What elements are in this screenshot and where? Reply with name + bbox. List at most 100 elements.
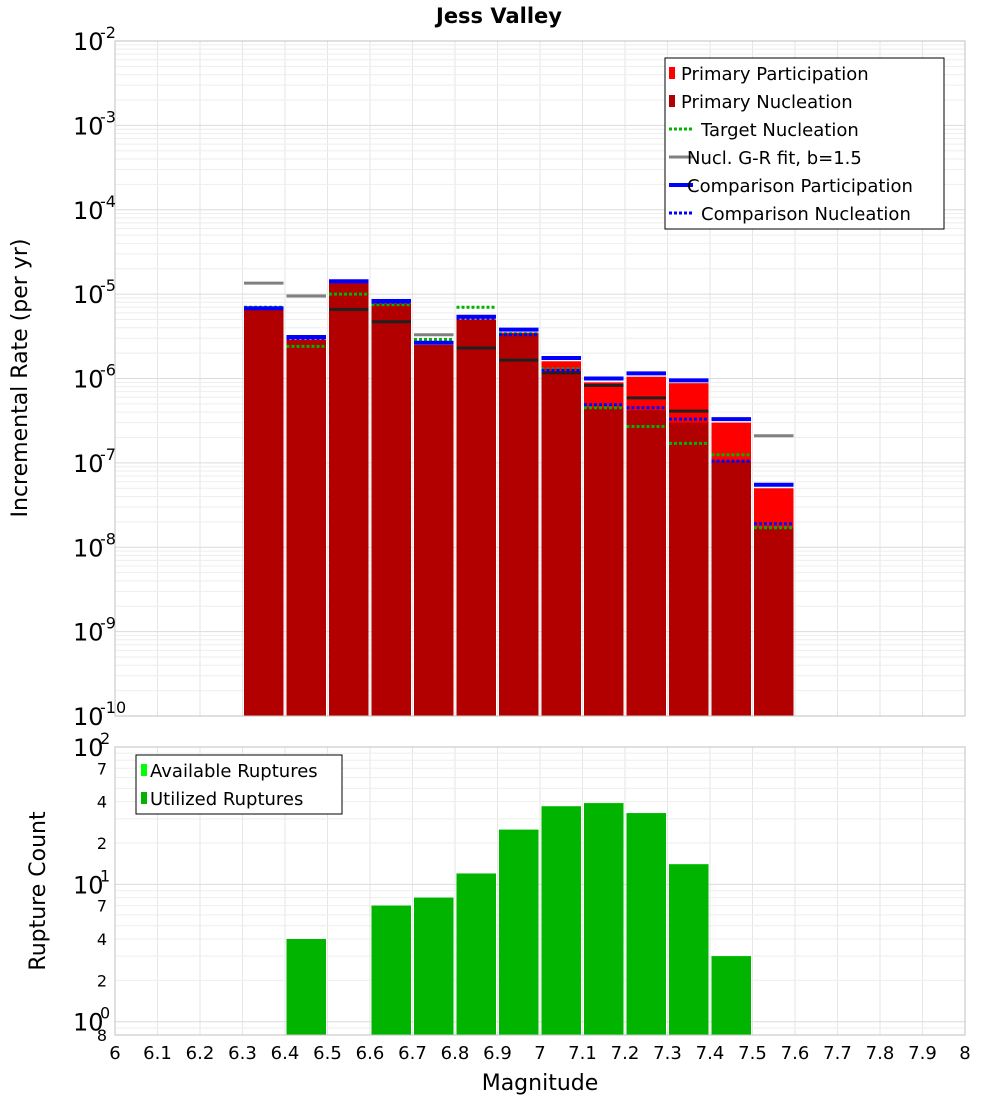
bar-utilized-ruptures xyxy=(286,939,326,1035)
y-tick-exponent: 1 xyxy=(100,866,110,885)
bar-primary-nucleation xyxy=(371,303,411,716)
top-plot-frame xyxy=(114,40,966,717)
bar-primary-nucleation xyxy=(329,283,369,716)
y-tick-exponent: -10 xyxy=(100,698,126,717)
y-tick-exponent: -3 xyxy=(100,107,116,126)
y-tick-exponent: -8 xyxy=(100,529,116,548)
x-tick-label: 6.6 xyxy=(356,1043,385,1064)
x-tick-label: 7.2 xyxy=(611,1043,640,1064)
x-tick-label: 6.5 xyxy=(313,1043,342,1064)
y-tick-exponent: -6 xyxy=(100,361,116,380)
y-tick-exponent: 0 xyxy=(100,1004,110,1023)
y-tick-label: 10 xyxy=(73,450,104,478)
bar-utilized-ruptures xyxy=(371,905,411,1035)
x-tick-label: 7.3 xyxy=(653,1043,682,1064)
bar-primary-nucleation xyxy=(414,344,454,716)
bottom-legend-box xyxy=(135,754,343,815)
bar-utilized-ruptures xyxy=(584,803,624,1035)
bar-utilized-ruptures xyxy=(626,813,666,1035)
x-axis-label: Magnitude xyxy=(482,1071,599,1096)
y-tick-exponent: -9 xyxy=(100,614,116,633)
legend-label: Comparison Participation xyxy=(687,176,913,197)
legend-swatch-primary-participation xyxy=(669,67,675,79)
x-tick-label: 7.6 xyxy=(781,1043,810,1064)
y-tick-label: 10 xyxy=(73,871,104,899)
y-tick-label: 10 xyxy=(73,1009,104,1037)
y-tick-label: 10 xyxy=(73,534,104,562)
x-tick-label: 6 xyxy=(109,1043,120,1064)
legend-swatch-primary-nucleation xyxy=(669,95,675,107)
legend-swatch-available-ruptures xyxy=(141,764,147,776)
y-tick-label: 2 xyxy=(97,971,107,990)
chart-title: Jess Valley xyxy=(434,4,562,28)
y-tick-exponent: -4 xyxy=(100,192,116,211)
bottom-plot-frame xyxy=(114,746,966,1036)
top-y-tick-labels: 10-210-310-410-510-610-710-810-910-10 xyxy=(73,23,126,731)
x-tick-label: 6.9 xyxy=(483,1043,512,1064)
bottom-bars xyxy=(286,803,751,1035)
bar-utilized-ruptures xyxy=(541,806,581,1035)
x-tick-label: 7.8 xyxy=(866,1043,895,1064)
bar-utilized-ruptures xyxy=(499,829,539,1035)
y-tick-label: 2 xyxy=(97,834,107,853)
y-tick-label: 10 xyxy=(73,28,104,56)
y-tick-exponent: -2 xyxy=(100,23,116,42)
y-tick-label: 10 xyxy=(73,734,104,762)
x-tick-label: 7.9 xyxy=(908,1043,937,1064)
y-tick-exponent: 2 xyxy=(100,729,110,748)
top-rate-lines xyxy=(244,279,794,530)
y-tick-label: 7 xyxy=(97,897,107,916)
x-tick-label: 6.7 xyxy=(398,1043,427,1064)
legend-label: Primary Participation xyxy=(681,64,869,85)
top-legend-box xyxy=(664,57,945,230)
x-tick-label: 6.4 xyxy=(271,1043,300,1064)
bar-primary-nucleation xyxy=(711,461,751,716)
bar-primary-nucleation xyxy=(286,339,326,716)
bar-primary-nucleation xyxy=(499,333,539,716)
legend-swatch-utilized-ruptures xyxy=(141,792,147,804)
legend-label: Comparison Nucleation xyxy=(701,204,911,225)
y-tick-label: 10 xyxy=(73,619,104,647)
y-tick-label: 4 xyxy=(97,930,107,949)
top-legend: Primary Participation Primary Nucleation T… xyxy=(664,57,945,230)
y-tick-label: 7 xyxy=(97,759,107,778)
bar-primary-nucleation xyxy=(669,422,709,716)
x-tick-label: 7.1 xyxy=(568,1043,597,1064)
x-tick-label: 7.5 xyxy=(738,1043,767,1064)
x-tick-labels: 6 6.1 6.2 6.3 6.4 6.5 6.6 6.7 6.8 6.9 7 7.1 7.2 7.3 7.… xyxy=(109,1043,970,1064)
bar-utilized-ruptures xyxy=(669,864,709,1035)
bottom-y-axis-label: Rupture Count xyxy=(26,811,51,971)
bottom-legend: Available Ruptures Utilized Ruptures xyxy=(135,754,343,815)
legend-label: Utilized Ruptures xyxy=(150,789,303,810)
top-bars xyxy=(244,283,794,716)
legend-label: Available Ruptures xyxy=(150,761,318,782)
y-tick-label: 10 xyxy=(73,703,104,731)
bar-primary-nucleation xyxy=(584,407,624,716)
x-tick-label: 7.4 xyxy=(696,1043,725,1064)
x-tick-label: 6.3 xyxy=(228,1043,257,1064)
legend-label: Target Nucleation xyxy=(700,120,859,141)
bar-primary-nucleation xyxy=(541,371,581,716)
y-tick-exponent: -5 xyxy=(100,276,116,295)
bar-primary-nucleation xyxy=(456,319,496,716)
bar-utilized-ruptures xyxy=(414,897,454,1035)
top-y-axis-label: Incremental Rate (per yr) xyxy=(8,239,33,518)
y-tick-exponent: -7 xyxy=(100,445,116,464)
bar-utilized-ruptures xyxy=(456,873,496,1035)
bar-utilized-ruptures xyxy=(711,956,751,1035)
x-tick-label: 6.2 xyxy=(186,1043,215,1064)
y-tick-label: 10 xyxy=(73,112,104,140)
y-tick-label: 10 xyxy=(73,366,104,394)
y-tick-label: 10 xyxy=(73,281,104,309)
bar-primary-nucleation xyxy=(244,309,284,716)
legend-label: Primary Nucleation xyxy=(681,92,853,113)
x-tick-label: 6.8 xyxy=(441,1043,470,1064)
bar-primary-nucleation xyxy=(754,527,794,716)
x-tick-label: 7 xyxy=(534,1043,545,1064)
x-tick-label: 7.7 xyxy=(823,1043,852,1064)
y-tick-label: 8 xyxy=(97,1026,107,1045)
y-tick-label: 10 xyxy=(73,197,104,225)
legend-label: Nucl. G-R fit, b=1.5 xyxy=(687,148,862,169)
